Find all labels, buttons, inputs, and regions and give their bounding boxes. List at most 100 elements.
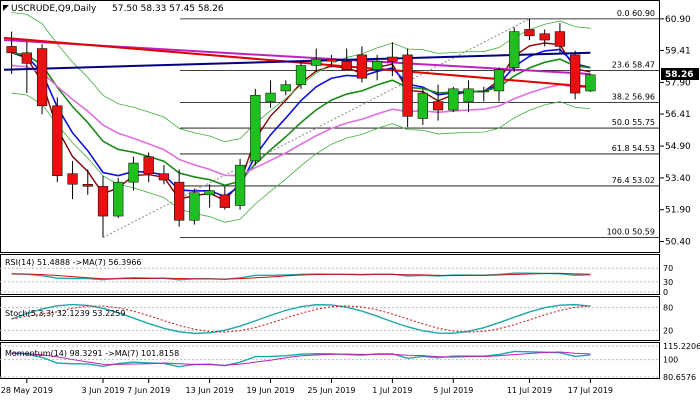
candle-body <box>128 162 139 183</box>
price-tick-label: 50.40 <box>665 238 691 248</box>
candle-body <box>402 54 413 117</box>
expand-arrow-icon[interactable] <box>3 5 9 11</box>
candle-body <box>570 54 581 94</box>
red-overlay-line <box>3 36 591 88</box>
price-tick-label: 53.40 <box>665 174 691 184</box>
candle-body <box>463 88 474 102</box>
current-price-tag <box>661 68 699 80</box>
candle-body <box>234 164 246 206</box>
momentum-main-line <box>11 350 591 368</box>
candlesticks <box>6 18 596 238</box>
date-axis: 28 May 2019 3 Jun 2019 7 Jun 2019 13 Jun 20… <box>1 379 613 395</box>
candle-body <box>432 101 444 111</box>
candle-body <box>21 52 32 64</box>
candle-body <box>554 31 566 47</box>
momentum-tick-label: 115.2206 <box>663 342 700 351</box>
navy-overlay-line <box>3 51 591 71</box>
candle-body <box>539 33 550 41</box>
candle-body <box>509 31 520 68</box>
candle-body <box>311 58 322 66</box>
rsi-panel-frame <box>0 254 660 295</box>
bollinger-lower-line <box>11 92 591 223</box>
candle-body <box>372 61 383 70</box>
candle-body <box>97 186 109 217</box>
date-tick-label: 19 Jun 2019 <box>246 386 294 395</box>
candle-body <box>265 92 276 102</box>
candle-body <box>585 74 596 92</box>
main-panel-frame <box>0 0 660 253</box>
candle-body <box>280 84 291 92</box>
candle-body <box>143 156 154 174</box>
fib-level-label: 50.0 55.75 <box>612 118 655 127</box>
fib-level-label: 76.4 53.02 <box>612 176 655 185</box>
candle-body <box>387 56 398 62</box>
candle-body <box>219 194 230 208</box>
candle-body <box>204 190 215 196</box>
candle-body <box>448 88 459 111</box>
candle-body <box>250 94 261 162</box>
candle-body <box>341 61 352 70</box>
date-tick-label: 28 May 2019 <box>1 386 53 395</box>
momentum-label: Momentum(14) 98.3291 ->MA(7) 101.8158 <box>5 349 179 358</box>
price-tick-label: 59.41 <box>665 46 691 56</box>
price-axis: 60.90 59.41 57.90 56.41 54.90 53.40 51.90 50.40 <box>660 15 691 248</box>
momentum-panel-frame <box>0 342 660 379</box>
stoch-tick-label: 80 <box>663 304 673 313</box>
date-tick-label: 3 Jun 2019 <box>81 386 124 395</box>
symbol-label: USCRUDE,Q9,Daily <box>11 4 97 14</box>
stoch-panel-frame <box>0 296 660 341</box>
rsi-signal-line <box>11 272 591 280</box>
momentum-signal-line <box>11 351 591 366</box>
price-tick-label: 60.90 <box>665 15 691 25</box>
date-tick-label: 11 Jul 2019 <box>507 386 552 395</box>
fib-level-label: 38.2 56.96 <box>612 92 655 101</box>
fib-level-label: 100.0 50.59 <box>607 227 655 236</box>
fib-level-label: 23.6 58.47 <box>612 60 655 69</box>
candle-body <box>326 58 337 62</box>
candle-body <box>417 92 428 119</box>
candle-body <box>493 69 505 92</box>
momentum-tick-label: 80.6576 <box>663 373 696 382</box>
date-tick-label: 1 Jul 2019 <box>372 386 412 395</box>
moving-average-lines <box>3 12 591 223</box>
price-tick-label: 57.90 <box>665 78 691 88</box>
candle-body <box>82 184 93 187</box>
ohlc-label: 57.50 58.33 57.45 58.26 <box>112 4 224 14</box>
candle-body <box>524 29 535 37</box>
price-tick-label: 51.90 <box>665 206 691 216</box>
price-tick-label: 54.90 <box>665 142 691 152</box>
indicator-panels: 70 300 80 20 115.2206 100 80.6576 <box>0 264 700 382</box>
price-tick-label: 56.41 <box>665 110 691 120</box>
date-tick-label: 13 Jun 2019 <box>186 386 234 395</box>
stoch-signal-line <box>11 305 591 333</box>
stoch-label: Stoch(5,3,3) 32.1239 53.2259 <box>5 309 125 318</box>
candle-body <box>67 173 78 185</box>
current-price-value: 58.26 <box>665 70 693 80</box>
candle-body <box>174 181 185 221</box>
rsi-tick-label: 30 <box>663 278 673 287</box>
candle-body <box>356 54 368 79</box>
candle-body <box>189 192 200 221</box>
fib-level-label: 61.8 54.53 <box>612 144 655 153</box>
candle-body <box>52 105 63 177</box>
date-tick-label: 17 Jul 2019 <box>568 386 613 395</box>
candle-body <box>6 46 17 54</box>
rsi-tick-label: 0 <box>663 288 668 297</box>
date-tick-label: 25 Jun 2019 <box>307 386 355 395</box>
candle-body <box>158 173 170 181</box>
candle-body <box>36 48 48 107</box>
momentum-tick-label: 100 <box>663 356 678 365</box>
stoch-tick-label: 20 <box>663 326 673 335</box>
fib-level-label: 0.0 60.90 <box>617 9 655 18</box>
candle-body <box>295 65 307 85</box>
stoch-main-line <box>11 303 591 335</box>
date-tick-label: 7 Jun 2019 <box>127 386 170 395</box>
ma-long-line <box>11 64 591 177</box>
fibonacci-levels: 0.0 60.90 23.6 58.47 38.2 56.96 50.0 55.75 6… <box>102 9 659 238</box>
rsi-label: RSI(14) 51.4888 ->MA(7) 56.3966 <box>5 258 142 267</box>
date-tick-label: 5 Jul 2019 <box>433 386 473 395</box>
candle-body <box>478 90 489 93</box>
rsi-tick-label: 70 <box>663 264 673 273</box>
candle-body <box>113 181 124 217</box>
